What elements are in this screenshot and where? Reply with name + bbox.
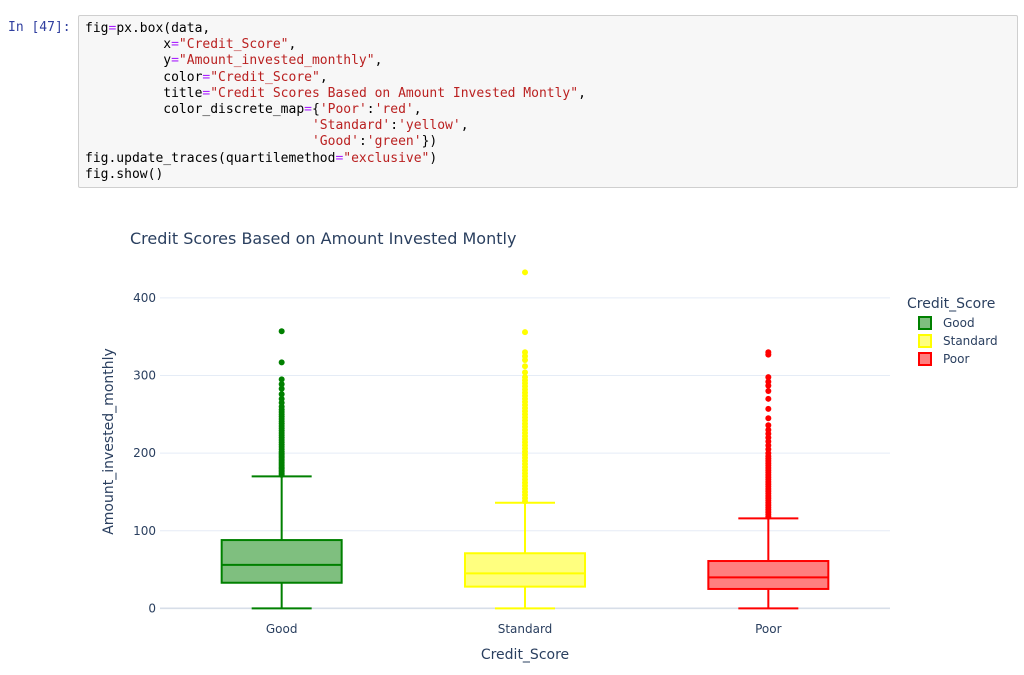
code-line: x="Credit_Score", bbox=[85, 37, 1011, 53]
code-token: = bbox=[202, 69, 211, 85]
y-tick-label: 100 bbox=[133, 524, 156, 538]
code-token: = bbox=[202, 85, 211, 101]
x-tick-label: Good bbox=[266, 622, 298, 636]
code-token: 'green' bbox=[366, 134, 422, 150]
code-token: , bbox=[578, 85, 586, 101]
code-line: y="Amount_invested_monthly", bbox=[85, 53, 1011, 69]
outlier-point bbox=[765, 395, 772, 402]
outlier-point bbox=[765, 422, 772, 429]
outlier-point bbox=[522, 369, 528, 376]
legend-swatch-good bbox=[918, 316, 932, 330]
code-line: 'Standard':'yellow', bbox=[85, 118, 1011, 134]
plot-area: Credit Scores Based on Amount Invested M… bbox=[0, 195, 1024, 675]
legend-entry: Standard bbox=[943, 334, 998, 348]
code-token: "Credit_Score" bbox=[210, 69, 320, 85]
box-poor bbox=[707, 560, 830, 590]
code-token: = bbox=[171, 53, 179, 69]
outlier-point bbox=[765, 415, 772, 422]
x-tick-label: Poor bbox=[755, 622, 781, 636]
code-token: 'Poor' bbox=[319, 101, 367, 117]
code-token: = bbox=[335, 150, 344, 166]
code-line: color_discrete_map={'Poor':'red', bbox=[85, 102, 1011, 118]
outlier-point bbox=[522, 374, 528, 381]
outlier-point bbox=[522, 269, 528, 276]
code-token: , bbox=[374, 53, 383, 69]
outlier-point bbox=[522, 363, 528, 370]
code-token: x bbox=[85, 37, 172, 53]
outlier-point bbox=[765, 374, 772, 381]
code-token: "Credit Scores Based on Amount Invested … bbox=[210, 85, 579, 101]
cell-prompt: In [47]: bbox=[8, 20, 71, 35]
legend-title: Credit_Score bbox=[907, 296, 995, 312]
code-token: : bbox=[358, 134, 367, 150]
y-tick-label: 400 bbox=[133, 291, 156, 305]
code-token: : bbox=[366, 101, 375, 117]
outlier-point bbox=[765, 405, 772, 412]
chart-title: Credit Scores Based on Amount Invested M… bbox=[130, 229, 516, 248]
code-token bbox=[85, 134, 312, 149]
code-token: 'yellow' bbox=[398, 118, 461, 134]
y-tick-label: 200 bbox=[133, 446, 156, 460]
code-line: 'Good':'green'}) bbox=[85, 134, 1011, 150]
code-line: fig.update_traces(quartilemethod="exclus… bbox=[85, 151, 1011, 167]
code-token: color bbox=[85, 69, 203, 85]
legend-entry: Good bbox=[943, 316, 975, 330]
outlier-point bbox=[278, 395, 285, 402]
legend-swatch-poor bbox=[918, 352, 932, 366]
box-standard bbox=[464, 552, 586, 588]
code-token: }) bbox=[421, 134, 438, 150]
legend-swatch-standard bbox=[918, 334, 932, 348]
y-tick-label: 0 bbox=[148, 601, 156, 615]
x-axis-label: Credit_Score bbox=[481, 647, 569, 663]
box-plot-chart: Credit Scores Based on Amount Invested M… bbox=[101, 229, 998, 663]
code-token: = bbox=[171, 37, 179, 53]
code-token: 'Good' bbox=[311, 134, 359, 150]
outlier-point bbox=[278, 381, 285, 388]
outlier-point bbox=[278, 376, 285, 383]
code-cell[interactable]: fig=px.box(data, x="Credit_Score", y="Am… bbox=[78, 15, 1018, 188]
code-line: fig=px.box(data, bbox=[85, 21, 1011, 37]
code-token: fig.show() bbox=[85, 166, 164, 182]
outlier-point bbox=[278, 385, 285, 392]
code-token: fig bbox=[85, 21, 109, 36]
box-good bbox=[220, 539, 343, 584]
outlier-point bbox=[522, 349, 528, 356]
code-token: { bbox=[311, 101, 320, 117]
y-axis-label: Amount_invested_monthly bbox=[101, 348, 117, 535]
code-token: , bbox=[413, 101, 422, 117]
code-token: 'Standard' bbox=[311, 118, 391, 134]
outlier-point bbox=[278, 359, 285, 366]
code-token: color_discrete_map bbox=[85, 101, 305, 117]
code-token: "exclusive" bbox=[343, 150, 430, 166]
outlier-point bbox=[765, 378, 772, 385]
legend-entry: Poor bbox=[943, 352, 969, 366]
code-line: title="Credit Scores Based on Amount Inv… bbox=[85, 86, 1011, 102]
outlier-point bbox=[765, 349, 772, 356]
code-token: title bbox=[85, 85, 203, 101]
y-tick-label: 300 bbox=[133, 369, 156, 383]
outlier-point bbox=[765, 388, 772, 395]
code-token: = bbox=[304, 101, 312, 117]
outlier-point bbox=[278, 391, 285, 398]
code-token: : bbox=[390, 118, 399, 134]
code-line: color="Credit_Score", bbox=[85, 70, 1011, 86]
code-line: fig.show() bbox=[85, 167, 1011, 183]
code-token: = bbox=[108, 21, 117, 36]
code-token: , bbox=[460, 118, 469, 134]
outlier-point bbox=[278, 328, 285, 335]
code-token: fig.update_traces(quartilemethod bbox=[85, 150, 336, 166]
code-token bbox=[85, 118, 312, 133]
code-token: ) bbox=[429, 150, 438, 166]
code-token: , bbox=[288, 37, 297, 53]
code-token: y bbox=[85, 53, 172, 69]
code-token: px.box(data, bbox=[116, 21, 211, 36]
x-tick-label: Standard bbox=[498, 622, 553, 636]
code-token: 'red' bbox=[374, 101, 414, 117]
outlier-point bbox=[765, 426, 772, 433]
code-token: "Credit_Score" bbox=[178, 37, 289, 53]
outlier-point bbox=[522, 329, 528, 336]
code-token: "Amount_invested_monthly" bbox=[178, 53, 375, 69]
code-token: , bbox=[319, 69, 328, 85]
